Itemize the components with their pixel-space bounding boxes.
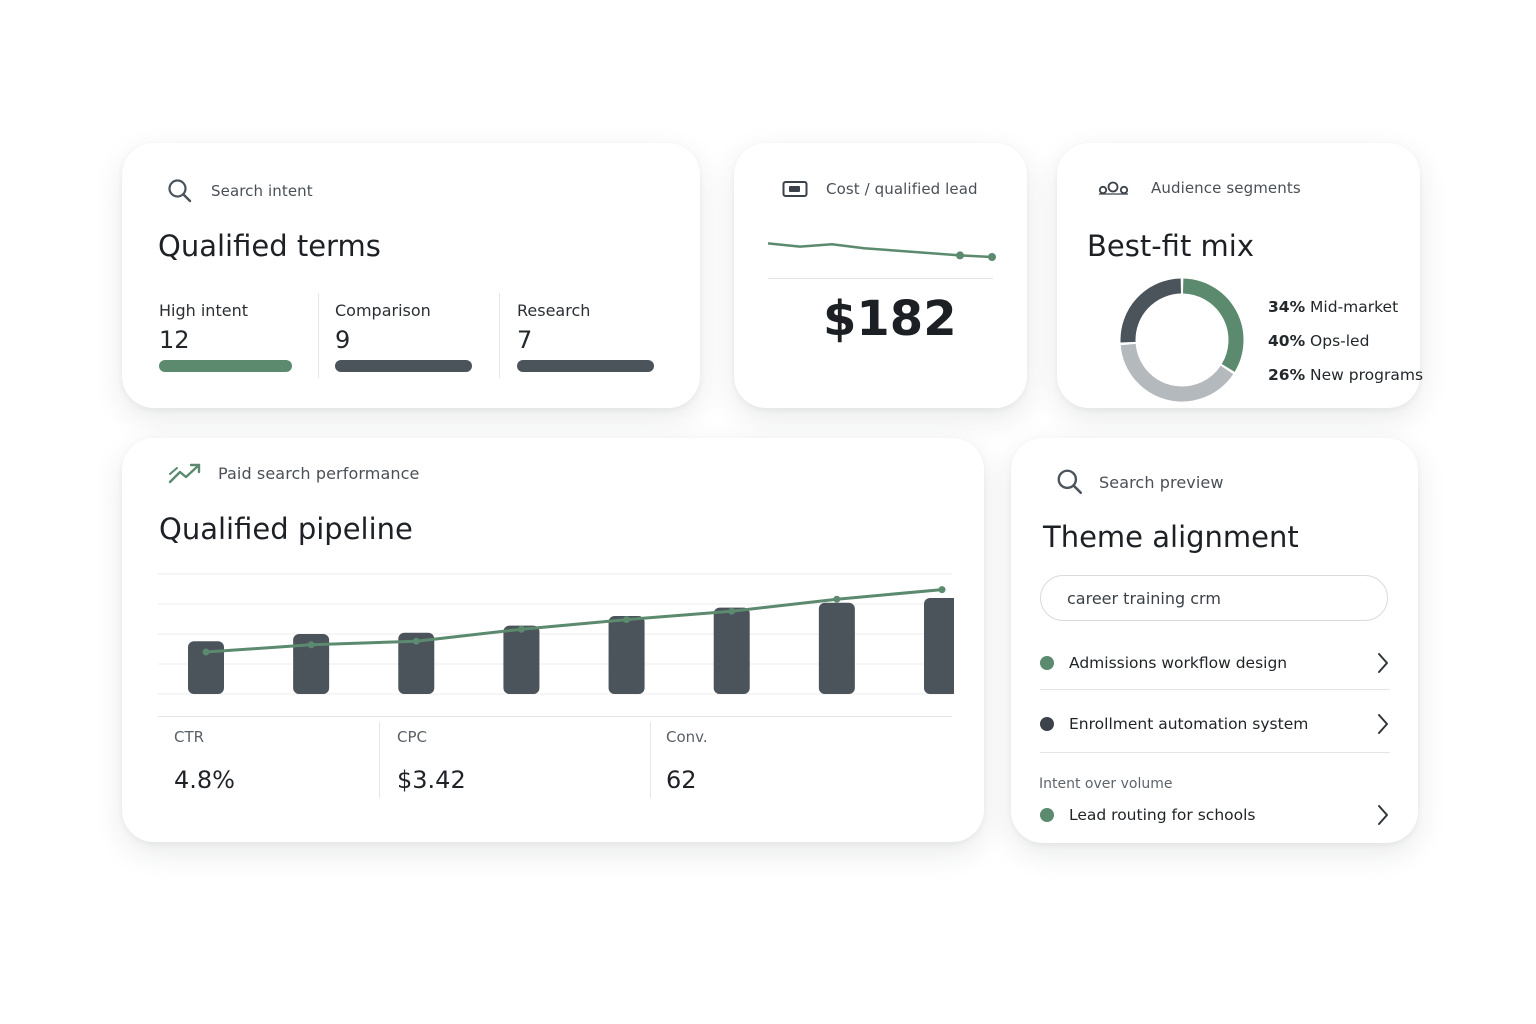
best-fit-mix-title: Best-fit mix <box>1087 229 1254 263</box>
pipeline-bar <box>819 603 855 694</box>
stat-value: $3.42 <box>397 766 466 794</box>
result-label: Admissions workflow design <box>1069 654 1376 672</box>
result-admissions-workflow[interactable]: Admissions workflow design <box>1040 638 1390 688</box>
high-intent-bar <box>159 360 292 372</box>
metric-research: Research 7 <box>517 301 654 372</box>
pipeline-trend-point <box>833 596 840 603</box>
performance-label: Paid search performance <box>218 464 419 483</box>
legend-new-programs: 26% New programs <box>1268 366 1423 384</box>
search-intent-header: Search intent <box>166 177 313 205</box>
search-preview-card: Search preview Theme alignment career tr… <box>1011 438 1418 843</box>
pipeline-bar <box>609 616 645 694</box>
donut-slice-ops-led <box>1128 345 1227 394</box>
pipeline-trend-point <box>623 616 630 623</box>
cost-label: Cost / qualified lead <box>826 180 978 198</box>
donut-slice-mid-market <box>1183 286 1236 368</box>
metric-value: 12 <box>159 326 292 354</box>
trend-up-icon <box>168 460 202 486</box>
pipeline-bar <box>503 626 539 694</box>
search-icon <box>166 177 194 205</box>
pipeline-trend-point <box>518 626 525 633</box>
research-bar <box>517 360 654 372</box>
pipeline-trend-point <box>203 649 210 656</box>
metric-value: 9 <box>335 326 472 354</box>
search-preview-label: Search preview <box>1099 473 1224 492</box>
legend-pct: 26% <box>1268 366 1305 384</box>
chevron-right-icon[interactable] <box>1376 803 1390 827</box>
pipeline-trend-point <box>413 638 420 645</box>
stat-ctr: CTR 4.8% <box>174 728 235 794</box>
metric-comparison: Comparison 9 <box>335 301 472 372</box>
sparkline-point <box>956 251 964 259</box>
stat-value: 4.8% <box>174 766 235 794</box>
metric-label: High intent <box>159 301 292 320</box>
stat-label: CTR <box>174 728 235 746</box>
legend-mid-market: 34% Mid-market <box>1268 298 1398 316</box>
cost-header: Cost / qualified lead <box>782 179 978 199</box>
audience-header: Audience segments <box>1097 179 1301 197</box>
divider <box>1040 752 1390 753</box>
metric-label: Research <box>517 301 654 320</box>
theme-alignment-title: Theme alignment <box>1043 520 1299 554</box>
qualified-pipeline-title: Qualified pipeline <box>159 512 413 546</box>
cost-sparkline <box>764 233 1004 283</box>
stat-conversions: Conv. 62 <box>666 728 708 794</box>
search-icon <box>1055 467 1085 497</box>
pipeline-trend-point <box>308 641 315 648</box>
search-intent-label: Search intent <box>211 182 313 200</box>
divider <box>158 716 952 717</box>
metric-value: 7 <box>517 326 654 354</box>
pipeline-chart <box>158 568 954 708</box>
pipeline-bar <box>714 608 750 694</box>
legend-name: Mid-market <box>1310 298 1398 316</box>
qualified-terms-title: Qualified terms <box>158 229 381 263</box>
legend-pct: 34% <box>1268 298 1305 316</box>
audience-icon <box>1097 179 1131 197</box>
pipeline-bar <box>924 598 954 694</box>
legend-name: Ops-led <box>1310 332 1369 350</box>
result-label: Lead routing for schools <box>1069 806 1376 824</box>
status-dot <box>1040 656 1054 670</box>
audience-segments-card: Audience segments Best-fit mix 34% Mid-m… <box>1057 143 1420 408</box>
cost-value: $182 <box>823 291 957 347</box>
comparison-bar <box>335 360 472 372</box>
stat-value: 62 <box>666 766 708 794</box>
result-lead-routing[interactable]: Lead routing for schools <box>1040 790 1390 840</box>
divider <box>499 293 500 378</box>
legend-name: New programs <box>1310 366 1423 384</box>
pipeline-trend-point <box>728 608 735 615</box>
wallet-icon <box>782 179 808 199</box>
status-dot <box>1040 717 1054 731</box>
performance-header: Paid search performance <box>168 460 419 486</box>
divider <box>768 278 993 279</box>
legend-ops-led: 40% Ops-led <box>1268 332 1369 350</box>
metric-high-intent: High intent 12 <box>159 301 292 372</box>
result-label: Enrollment automation system <box>1069 715 1376 733</box>
divider <box>379 722 380 798</box>
paid-search-performance-card: Paid search performance Qualified pipeli… <box>122 438 984 842</box>
result-enrollment-automation[interactable]: Enrollment automation system <box>1040 699 1390 749</box>
audience-label: Audience segments <box>1151 179 1301 197</box>
donut-slice-new-programs <box>1128 286 1181 342</box>
divider <box>318 293 319 378</box>
legend-pct: 40% <box>1268 332 1305 350</box>
search-intent-card: Search intent Qualified terms High inten… <box>122 143 700 408</box>
audience-donut-chart <box>1115 273 1249 407</box>
pipeline-trend-point <box>939 586 946 593</box>
stat-label: Conv. <box>666 728 708 746</box>
sparkline-point <box>988 253 996 261</box>
search-preview-header: Search preview <box>1055 467 1224 497</box>
cost-per-lead-card: Cost / qualified lead $182 <box>734 143 1027 408</box>
stat-label: CPC <box>397 728 466 746</box>
status-dot <box>1040 808 1054 822</box>
stat-cpc: CPC $3.42 <box>397 728 466 794</box>
chevron-right-icon[interactable] <box>1376 712 1390 736</box>
search-input[interactable]: career training crm <box>1040 575 1388 621</box>
metric-label: Comparison <box>335 301 472 320</box>
divider <box>650 722 651 798</box>
chevron-right-icon[interactable] <box>1376 651 1390 675</box>
divider <box>1040 689 1390 690</box>
